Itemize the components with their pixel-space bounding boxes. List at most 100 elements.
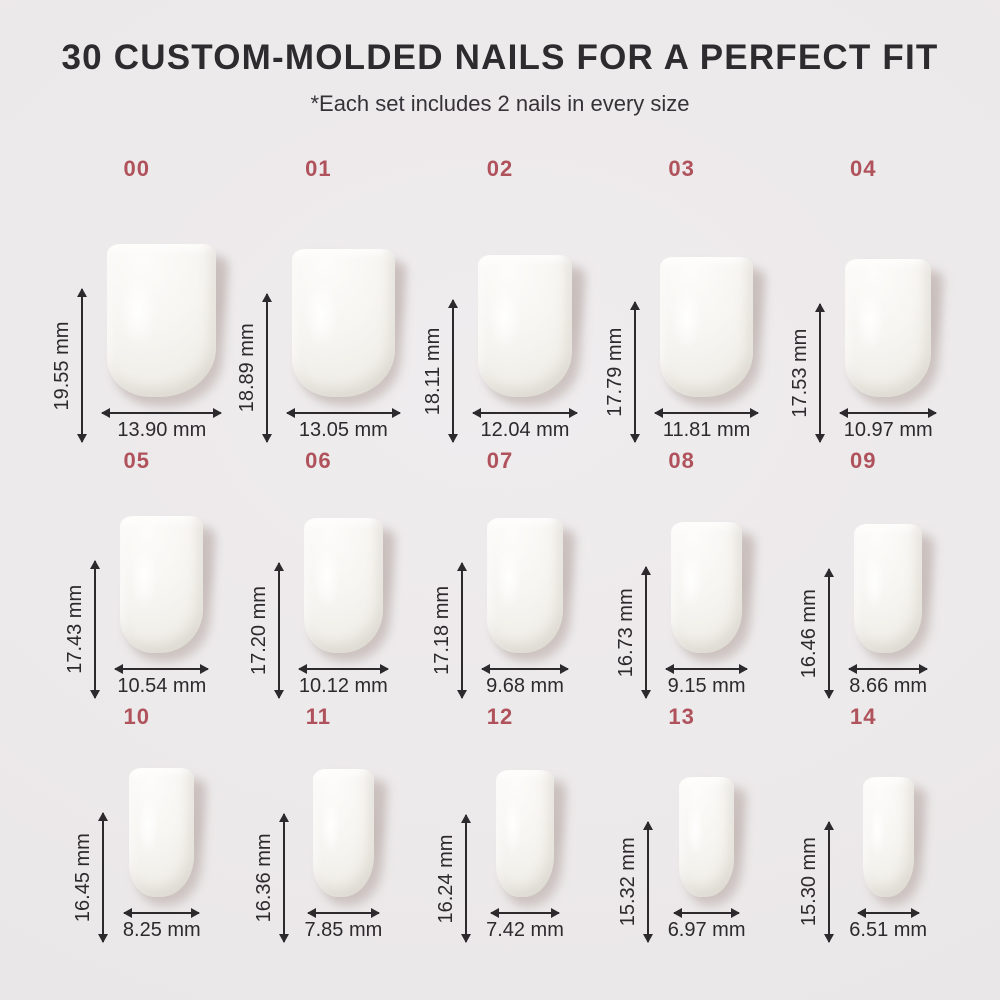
nail-photo [107, 243, 230, 410]
nail-cell-10: 10 16.45 mm 8.25 mm [46, 698, 228, 944]
width-label: 11.81 mm [662, 419, 751, 441]
height-label: 16.45 mm [71, 832, 94, 922]
height-arrow [447, 298, 458, 444]
width-label: 10.12 mm [298, 675, 388, 697]
nail-figure: 16.24 mm 7.42 mm [435, 769, 568, 943]
nail-photo [854, 523, 936, 664]
height-arrow [456, 562, 467, 699]
width-arrow [114, 664, 209, 674]
width-label: 10.97 mm [843, 419, 933, 441]
width-label: 9.15 mm [667, 675, 746, 697]
nail [120, 516, 204, 653]
height-label: 17.79 mm [604, 327, 627, 417]
width-label: 10.54 mm [117, 675, 207, 697]
width-arrow [848, 664, 929, 674]
height-label: 15.30 mm [798, 837, 821, 927]
nail-photo [679, 776, 747, 908]
size-row-3: 10 16.45 mm 8.25 mm 11 [0, 698, 1000, 944]
size-number: 06 [305, 448, 332, 473]
size-number: 08 [668, 448, 695, 473]
nail [303, 518, 384, 653]
size-number: 11 [305, 704, 332, 729]
height-arrow [630, 301, 641, 443]
width-arrow [673, 908, 740, 918]
width-arrow [101, 408, 223, 418]
size-number: 10 [123, 704, 151, 729]
size-row-1: 00 19.55 mm 13.90 mm 01 [0, 150, 1000, 444]
nail-cell-04: 04 17.53 mm 10.97 mm [772, 150, 954, 443]
height-arrow [642, 820, 653, 944]
size-number: 02 [486, 156, 514, 181]
nail [679, 776, 734, 897]
size-grid: 00 19.55 mm 13.90 mm 01 [0, 150, 1000, 944]
height-label: 18.11 mm [421, 327, 444, 415]
nail-photo [312, 768, 388, 908]
width-arrow [471, 408, 578, 418]
height-arrow [262, 292, 273, 444]
size-number: 05 [123, 448, 151, 473]
width-arrow [306, 908, 380, 918]
nail-figure: 17.79 mm 11.81 mm [604, 257, 766, 443]
nail [854, 523, 923, 653]
width-arrow [297, 664, 390, 674]
height-arrow [279, 812, 290, 944]
height-label: 17.43 mm [64, 585, 87, 675]
width-arrow [480, 664, 569, 674]
nail [477, 254, 573, 397]
width-arrow [286, 408, 401, 418]
nail [292, 248, 395, 397]
width-arrow [654, 408, 759, 418]
size-number: 07 [486, 448, 514, 473]
nail-photo [303, 518, 397, 665]
size-number: 03 [668, 156, 695, 181]
height-arrow [90, 560, 101, 699]
nail [486, 518, 563, 653]
width-label: 12.04 mm [480, 419, 570, 441]
nail-cell-01: 01 18.89 mm 13.05 mm [228, 150, 410, 444]
page-title: 30 CUSTOM-MOLDED NAILS FOR A PERFECT FIT [61, 38, 939, 77]
width-label: 6.51 mm [849, 919, 928, 941]
nail-cell-13: 13 15.32 mm 6.97 mm [591, 698, 773, 944]
size-number: 01 [305, 156, 332, 181]
size-number: 14 [849, 704, 877, 729]
size-row-2: 05 17.43 mm 10.54 mm 06 [0, 442, 1000, 700]
size-number: 13 [668, 704, 695, 729]
nail-cell-07: 07 17.18 mm 9.68 mm [409, 442, 591, 699]
page-subtitle: *Each set includes 2 nails in every size [310, 91, 690, 116]
height-label: 16.24 mm [435, 833, 458, 923]
nail-figure: 19.55 mm 13.90 mm [51, 243, 230, 443]
nail-cell-09: 09 16.46 mm 8.66 mm [772, 442, 954, 700]
size-number: 04 [849, 156, 877, 181]
height-label: 16.73 mm [614, 587, 637, 677]
nail [670, 521, 743, 653]
nail-photo [845, 259, 945, 409]
nail-photo [495, 769, 568, 908]
width-arrow [123, 908, 200, 918]
nail-figure: 17.53 mm 10.97 mm [789, 259, 945, 443]
width-label: 7.42 mm [486, 919, 564, 941]
size-number: 00 [123, 156, 151, 181]
nail-photo [129, 767, 208, 908]
width-arrow [664, 664, 749, 674]
width-label: 13.05 mm [298, 419, 388, 441]
width-label: 7.85 mm [304, 919, 383, 941]
nail-cell-00: 00 19.55 mm 13.90 mm [46, 150, 230, 443]
nail [312, 768, 375, 897]
nail-photo [486, 518, 576, 665]
nail-cell-02: 02 18.11 mm 12.04 mm [409, 150, 591, 444]
height-arrow [815, 303, 826, 443]
width-arrow [489, 908, 561, 918]
height-label: 16.46 mm [798, 588, 821, 678]
height-arrow [77, 287, 88, 443]
width-label: 13.90 mm [117, 419, 207, 441]
width-label: 6.97 mm [667, 919, 746, 941]
nail-figure: 17.43 mm 10.54 mm [64, 516, 217, 699]
nail-cell-14: 14 15.30 mm 6.51 mm [772, 698, 954, 944]
nail-figure: 16.46 mm 8.66 mm [798, 523, 936, 700]
width-label: 8.25 mm [122, 919, 201, 941]
nail-photo [670, 521, 756, 664]
nail-cell-06: 06 17.20 mm 10.12 mm [228, 442, 410, 699]
nail [495, 769, 555, 897]
nail [660, 257, 753, 397]
